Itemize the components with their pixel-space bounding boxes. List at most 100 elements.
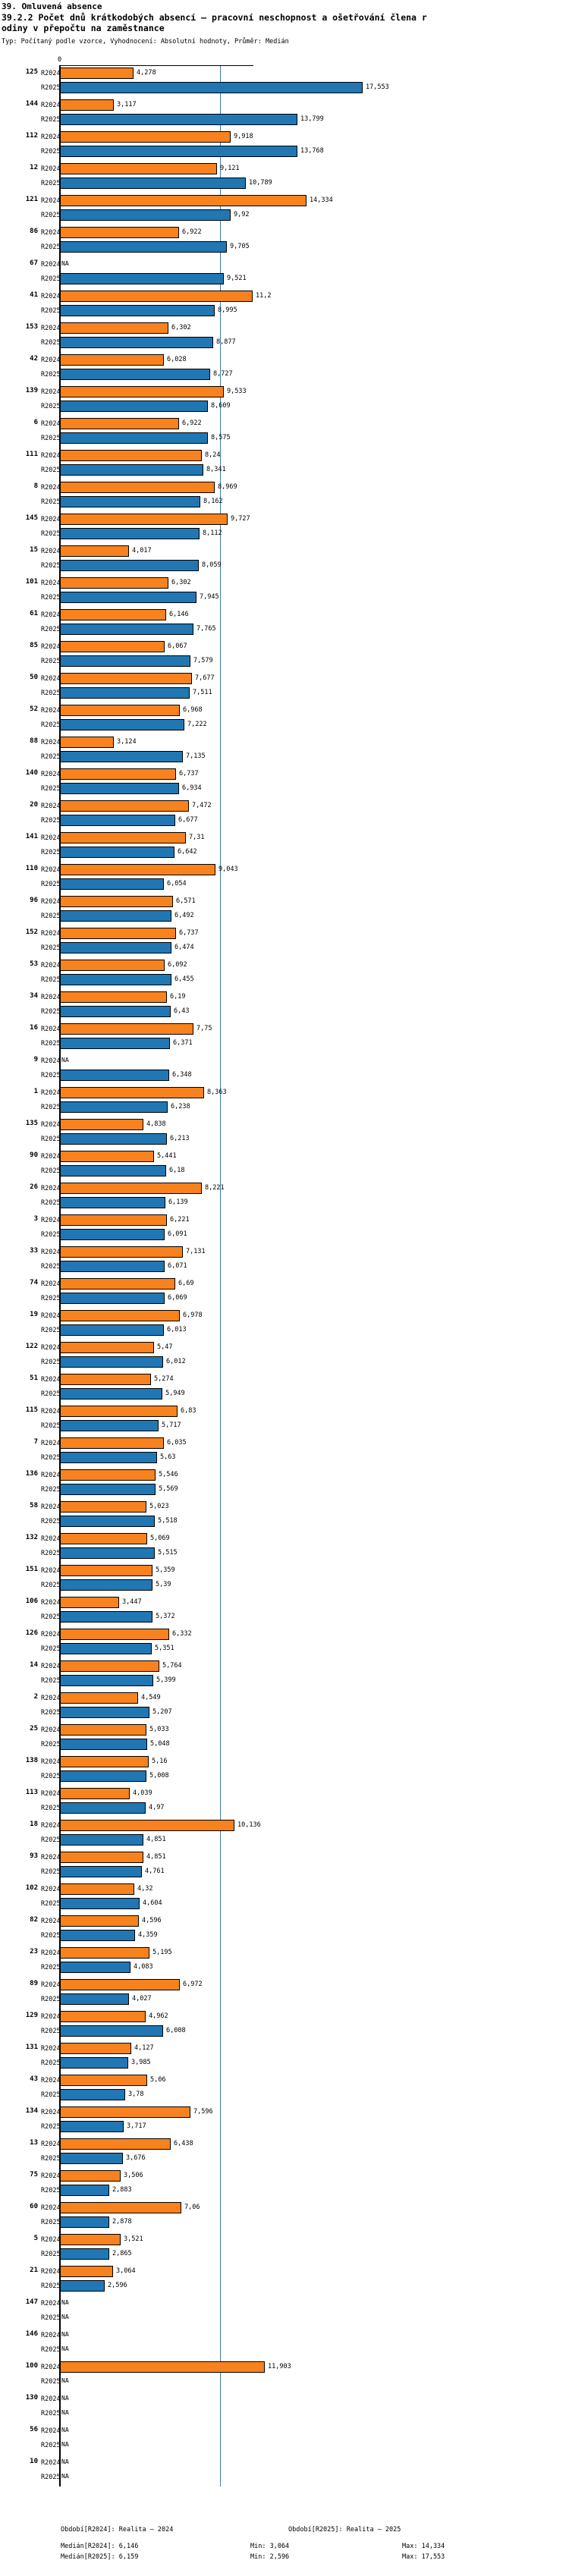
bar[interactable]	[60, 1183, 202, 1194]
bar[interactable]	[60, 1151, 154, 1162]
bar[interactable]	[60, 2057, 128, 2069]
bar[interactable]	[60, 641, 165, 652]
bar[interactable]	[60, 800, 189, 812]
bar[interactable]	[60, 592, 196, 603]
bar[interactable]	[60, 2202, 181, 2213]
bar[interactable]	[60, 1070, 169, 1081]
bar[interactable]	[60, 1834, 143, 1846]
bar[interactable]	[60, 751, 183, 762]
bar[interactable]	[60, 560, 199, 571]
bar[interactable]	[60, 1197, 165, 1208]
bar[interactable]	[60, 68, 134, 79]
bar[interactable]	[60, 401, 208, 412]
bar[interactable]	[60, 1993, 129, 2005]
bar[interactable]	[60, 1597, 119, 1608]
bar[interactable]	[60, 687, 190, 699]
bar[interactable]	[60, 291, 253, 302]
bar[interactable]	[60, 910, 171, 922]
bar[interactable]	[60, 1898, 140, 1909]
bar[interactable]	[60, 1038, 170, 1049]
bar[interactable]	[60, 1165, 166, 1176]
bar[interactable]	[60, 1739, 147, 1750]
bar[interactable]	[60, 1087, 204, 1098]
bar[interactable]	[60, 114, 297, 125]
bar[interactable]	[60, 2234, 121, 2245]
bar[interactable]	[60, 1342, 154, 1353]
bar[interactable]	[60, 528, 200, 539]
bar[interactable]	[60, 146, 297, 157]
bar[interactable]	[60, 2248, 109, 2260]
bar[interactable]	[60, 577, 168, 589]
bar[interactable]	[60, 2075, 147, 2086]
bar[interactable]	[60, 1406, 178, 1417]
bar[interactable]	[60, 832, 186, 843]
bar[interactable]	[60, 2170, 121, 2182]
bar[interactable]	[60, 1469, 156, 1481]
bar[interactable]	[60, 991, 167, 1003]
bar[interactable]	[60, 896, 173, 907]
bar[interactable]	[60, 1565, 152, 1576]
bar[interactable]	[60, 195, 307, 206]
bar[interactable]	[60, 2138, 171, 2150]
bar[interactable]	[60, 719, 184, 730]
bar[interactable]	[60, 1866, 142, 1877]
bar[interactable]	[60, 1930, 135, 1941]
bar[interactable]	[60, 768, 176, 780]
bar[interactable]	[60, 131, 231, 143]
bar[interactable]	[60, 1611, 152, 1623]
bar[interactable]	[60, 1278, 175, 1290]
bar[interactable]	[60, 496, 200, 507]
bar[interactable]	[60, 545, 129, 557]
bar[interactable]	[60, 1516, 155, 1527]
bar[interactable]	[60, 1119, 143, 1130]
bar[interactable]	[60, 1229, 165, 1240]
bar[interactable]	[60, 464, 203, 476]
bar[interactable]	[60, 928, 176, 939]
bar[interactable]	[60, 99, 114, 111]
bar[interactable]	[60, 1437, 164, 1449]
bar[interactable]	[60, 1293, 165, 1304]
bar[interactable]	[60, 1643, 152, 1654]
bar[interactable]	[60, 1770, 146, 1782]
bar[interactable]	[60, 2153, 123, 2164]
bar[interactable]	[60, 1675, 153, 1686]
bar[interactable]	[60, 386, 224, 397]
bar[interactable]	[60, 241, 227, 253]
bar[interactable]	[60, 1852, 143, 1863]
bar[interactable]	[60, 82, 363, 93]
bar[interactable]	[60, 2266, 113, 2277]
bar[interactable]	[60, 2089, 125, 2100]
bar[interactable]	[60, 942, 171, 953]
bar[interactable]	[60, 1692, 138, 1704]
bar[interactable]	[60, 1006, 171, 1017]
bar[interactable]	[60, 1133, 167, 1145]
bar[interactable]	[60, 673, 192, 684]
bar[interactable]	[60, 2043, 131, 2054]
bar[interactable]	[60, 1820, 234, 1831]
bar[interactable]	[60, 960, 165, 971]
bar[interactable]	[60, 273, 224, 284]
bar[interactable]	[60, 418, 179, 429]
bar[interactable]	[60, 1629, 169, 1640]
bar[interactable]	[60, 1420, 159, 1431]
bar[interactable]	[60, 1501, 146, 1513]
bar[interactable]	[60, 482, 215, 493]
bar[interactable]	[60, 227, 179, 238]
bar[interactable]	[60, 2106, 190, 2118]
bar[interactable]	[60, 432, 208, 444]
bar[interactable]	[60, 624, 193, 635]
bar[interactable]	[60, 209, 231, 221]
bar[interactable]	[60, 878, 164, 890]
bar[interactable]	[60, 815, 175, 826]
bar[interactable]	[60, 2025, 163, 2037]
bar[interactable]	[60, 864, 215, 875]
bar[interactable]	[60, 1660, 159, 1672]
bar[interactable]	[60, 163, 217, 174]
bar[interactable]	[60, 1310, 180, 1321]
bar[interactable]	[60, 1533, 147, 1544]
bar[interactable]	[60, 177, 246, 189]
bar[interactable]	[60, 1979, 180, 1990]
bar[interactable]	[60, 305, 215, 316]
bar[interactable]	[60, 1724, 146, 1736]
bar[interactable]	[60, 337, 213, 348]
